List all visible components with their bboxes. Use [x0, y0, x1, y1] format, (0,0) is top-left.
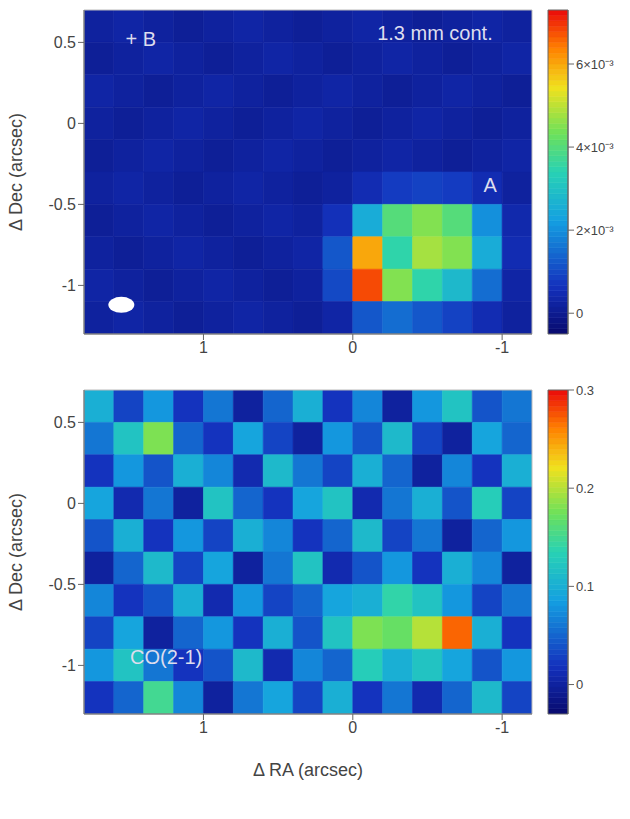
svg-text:+ B: + B — [125, 28, 156, 50]
svg-text:0.1: 0.1 — [576, 579, 594, 594]
svg-text:Δ Dec (arcsec): Δ Dec (arcsec) — [6, 113, 26, 231]
svg-text:0: 0 — [67, 115, 76, 132]
svg-text:0.5: 0.5 — [54, 34, 76, 51]
svg-text:1: 1 — [199, 339, 208, 356]
svg-text:0: 0 — [576, 306, 583, 321]
svg-text:0: 0 — [576, 677, 583, 692]
svg-text:0: 0 — [348, 719, 357, 736]
svg-text:CO(2-1): CO(2-1) — [130, 646, 202, 668]
svg-text:Δ Dec (arcsec): Δ Dec (arcsec) — [6, 493, 26, 611]
svg-text:Δ RA (arcsec): Δ RA (arcsec) — [253, 760, 363, 780]
svg-text:-0.5: -0.5 — [48, 196, 76, 213]
svg-text:0.3: 0.3 — [576, 384, 594, 398]
svg-text:2×10⁻³: 2×10⁻³ — [576, 223, 614, 238]
svg-text:-1: -1 — [495, 719, 509, 736]
svg-text:6×10⁻³: 6×10⁻³ — [576, 57, 614, 72]
svg-text:1.3 mm cont.: 1.3 mm cont. — [377, 22, 493, 44]
svg-text:0: 0 — [348, 339, 357, 356]
svg-text:-1: -1 — [62, 277, 76, 294]
svg-text:4×10⁻³: 4×10⁻³ — [576, 140, 614, 155]
svg-text:0: 0 — [67, 495, 76, 512]
svg-text:0.5: 0.5 — [54, 414, 76, 431]
svg-text:-1: -1 — [495, 339, 509, 356]
svg-text:-1: -1 — [62, 657, 76, 674]
svg-text:1: 1 — [199, 719, 208, 736]
svg-text:A: A — [484, 174, 498, 196]
svg-text:-0.5: -0.5 — [48, 576, 76, 593]
svg-text:0.2: 0.2 — [576, 481, 594, 496]
